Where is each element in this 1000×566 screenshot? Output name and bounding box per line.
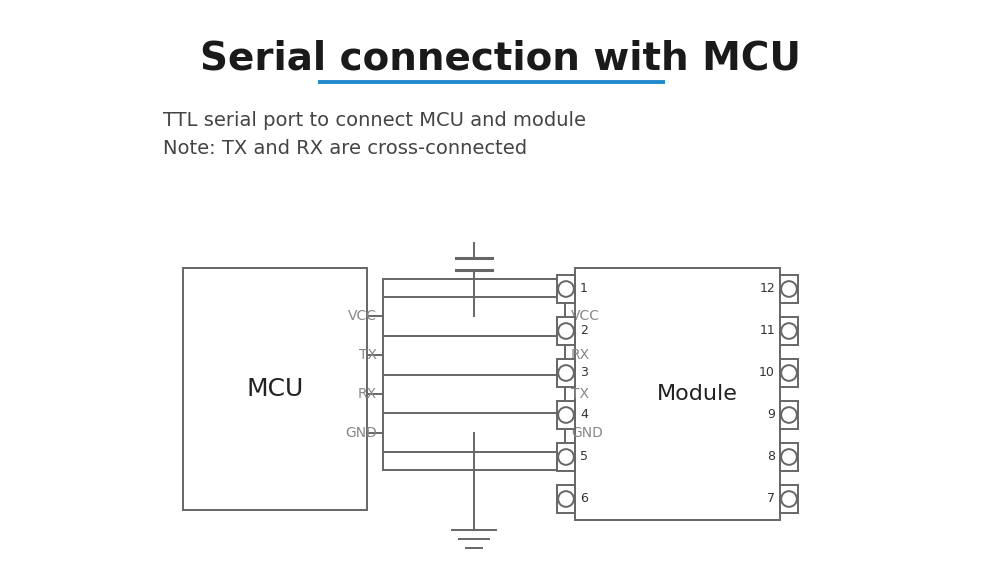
Bar [383,279,565,470]
Text: RX: RX [358,387,377,401]
Circle shape [781,365,797,381]
Bar [780,275,798,303]
Text: 11: 11 [759,324,775,337]
Circle shape [781,449,797,465]
Circle shape [558,407,574,423]
Bar [557,401,575,429]
Circle shape [558,365,574,381]
Text: Module: Module [657,384,738,404]
Bar [780,359,798,387]
Text: GND: GND [345,426,377,440]
Bar [557,275,575,303]
Text: 9: 9 [767,409,775,422]
Text: 2: 2 [580,324,588,337]
Text: GND: GND [571,426,603,440]
Text: 6: 6 [580,492,588,505]
Circle shape [558,449,574,465]
Text: VCC: VCC [571,310,600,323]
Circle shape [558,491,574,507]
Text: TX: TX [359,348,377,362]
Text: 7: 7 [767,492,775,505]
Circle shape [558,281,574,297]
Text: TX: TX [571,387,589,401]
Circle shape [781,281,797,297]
Bar [780,443,798,471]
Text: MCU: MCU [246,377,304,401]
Text: Note: TX and RX are cross-connected: Note: TX and RX are cross-connected [163,139,527,157]
Text: RX: RX [571,348,590,362]
Text: 5: 5 [580,451,588,464]
Bar [557,359,575,387]
Text: Serial connection with MCU: Serial connection with MCU [200,39,800,77]
Text: VCC: VCC [348,310,377,323]
Bar [557,317,575,345]
Bar [780,485,798,513]
Circle shape [781,407,797,423]
Text: 8: 8 [767,451,775,464]
Text: 4: 4 [580,409,588,422]
Bar [183,268,367,510]
Bar [557,485,575,513]
Bar [557,443,575,471]
Bar [780,401,798,429]
Text: 10: 10 [759,367,775,379]
Circle shape [781,323,797,339]
Text: 3: 3 [580,367,588,379]
Text: TTL serial port to connect MCU and module: TTL serial port to connect MCU and modul… [163,110,586,130]
Text: 1: 1 [580,282,588,295]
Circle shape [781,491,797,507]
Bar [780,317,798,345]
Text: 12: 12 [759,282,775,295]
Bar [575,268,780,520]
Circle shape [558,323,574,339]
